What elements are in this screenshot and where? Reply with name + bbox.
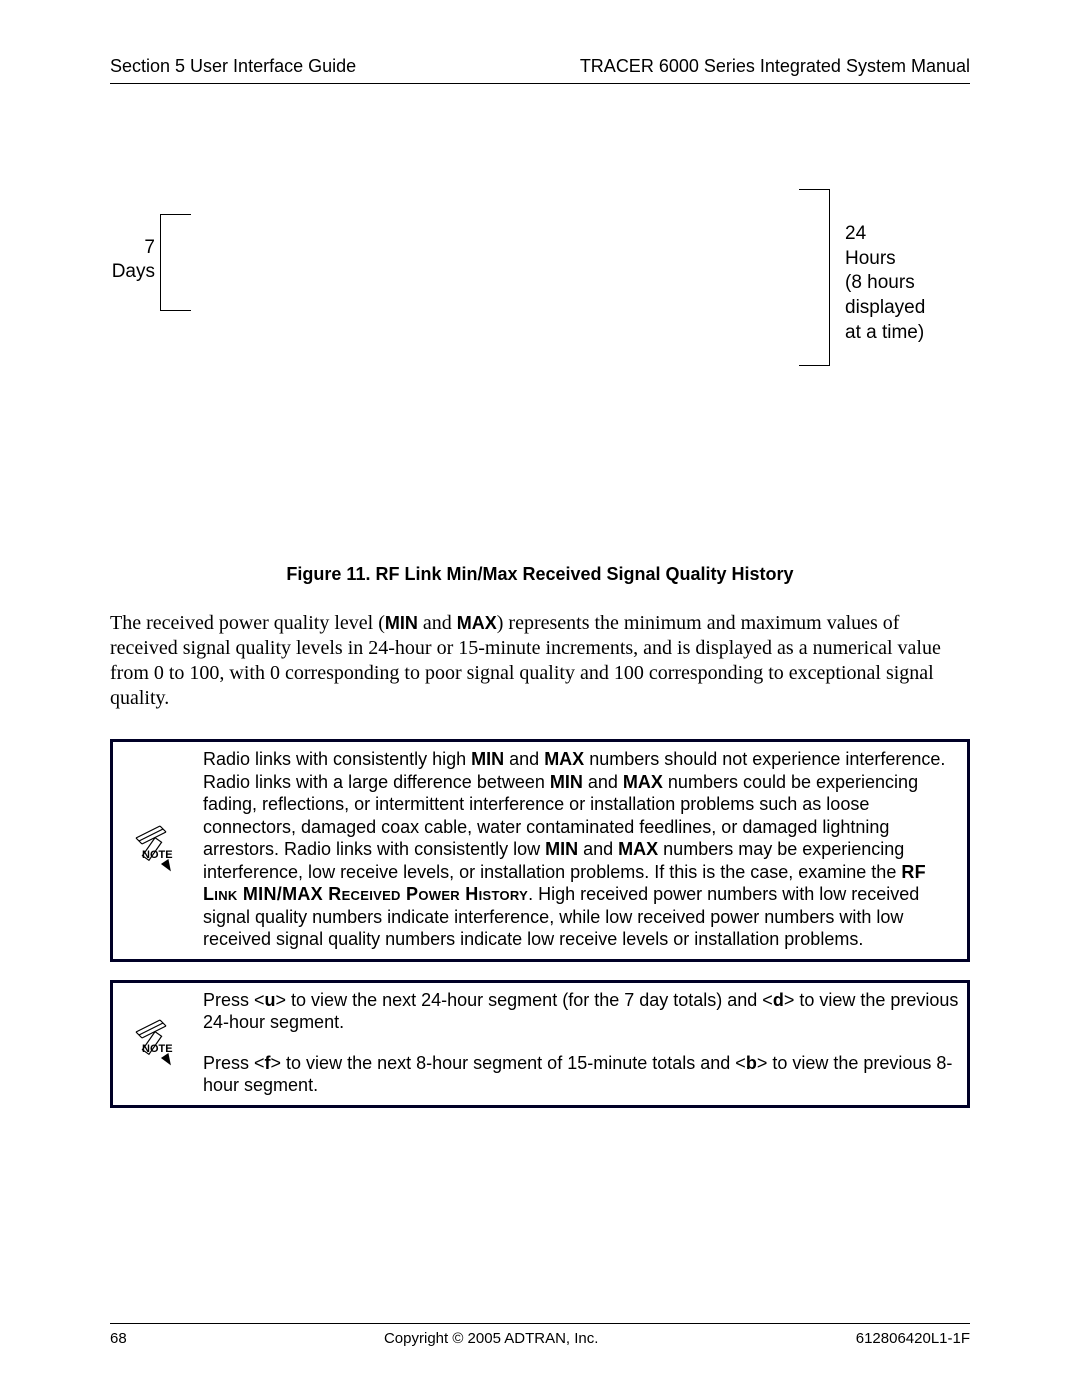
n2-p2a: Press < <box>203 1053 265 1073</box>
footer-center: Copyright © 2005 ADTRAN, Inc. <box>384 1330 598 1347</box>
diagram-right-bracket <box>799 189 830 366</box>
footer-page-number: 68 <box>110 1330 127 1347</box>
para-and: and <box>418 612 457 634</box>
note-icon: NOTE <box>132 824 184 876</box>
n1-t4: and <box>583 772 623 792</box>
page-footer: 68 Copyright © 2005 ADTRAN, Inc. 6128064… <box>110 1323 970 1347</box>
n2-p1b: > to view the next 24-hour segment (for … <box>276 990 773 1010</box>
footer-right: 612806420L1-1F <box>856 1330 970 1347</box>
para-text-1: The received power quality level ( <box>110 612 385 634</box>
note-icon: NOTE <box>132 1018 184 1070</box>
n1-b5: MIN <box>545 839 578 859</box>
n2-p1k2: d <box>773 990 784 1010</box>
para-min: MIN <box>385 613 418 633</box>
diagram-right-label: 24 Hours (8 hours displayed at a time) <box>845 222 970 345</box>
note-box-2: NOTE Press <u> to view the next 24-hour … <box>110 980 970 1108</box>
note-icon-cell: NOTE <box>113 983 203 1105</box>
right-label-paren2: displayed <box>845 297 925 318</box>
n2-p2b: > to view the next 8-hour segment of 15-… <box>271 1053 746 1073</box>
note-icon-label: NOTE <box>142 1043 173 1055</box>
n2-p2k2: b <box>746 1053 757 1073</box>
note-1-content: Radio links with consistently high MIN a… <box>203 742 967 959</box>
diagram-left-bracket <box>160 214 191 311</box>
header-right: TRACER 6000 Series Integrated System Man… <box>580 56 970 77</box>
right-label-value: 24 <box>845 223 866 244</box>
figure-caption: Figure 11. RF Link Min/Max Received Sign… <box>110 564 970 585</box>
left-label-value: 7 <box>144 237 155 258</box>
n1-b1: MIN <box>471 749 504 769</box>
note-2-content: Press <u> to view the next 24-hour segme… <box>203 983 967 1105</box>
document-page: Section 5 User Interface Guide TRACER 60… <box>0 0 1080 1397</box>
n2-p1a: Press < <box>203 990 265 1010</box>
n1-b3: MIN <box>550 772 583 792</box>
para-max: MAX <box>457 613 497 633</box>
n1-b2: MAX <box>544 749 584 769</box>
n1-t1: Radio links with consistently high <box>203 749 471 769</box>
n1-b6: MAX <box>618 839 658 859</box>
n1-b4: MAX <box>623 772 663 792</box>
diagram-left-label: 7 Days <box>105 236 155 284</box>
right-label-paren1: (8 hours <box>845 272 915 293</box>
note-icon-cell: NOTE <box>113 742 203 959</box>
n1-t2: and <box>504 749 544 769</box>
header-left: Section 5 User Interface Guide <box>110 56 356 77</box>
note-box-1: NOTE Radio links with consistently high … <box>110 739 970 962</box>
note-icon-label: NOTE <box>142 849 173 861</box>
page-header: Section 5 User Interface Guide TRACER 60… <box>110 56 970 84</box>
body-paragraph: The received power quality level (MIN an… <box>110 611 970 711</box>
n2-p1k1: u <box>265 990 276 1010</box>
right-label-paren3: at a time) <box>845 322 924 343</box>
n1-t6: and <box>578 839 618 859</box>
right-label-unit: Hours <box>845 248 896 269</box>
figure-diagram: 7 Days 24 Hours (8 hours displayed at a … <box>110 214 970 514</box>
left-label-unit: Days <box>112 261 155 282</box>
